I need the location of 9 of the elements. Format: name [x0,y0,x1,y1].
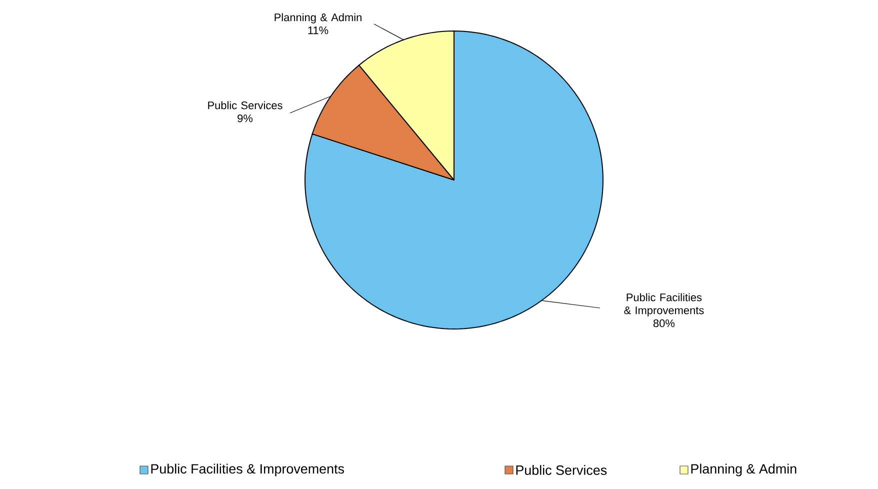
data-label: 9% [238,114,253,122]
data-label: 11% [308,26,328,34]
slice-label: Public Facilities & Improvements [624,293,704,316]
legend-label: Public Facilities & Improvements [151,464,344,476]
legend-label: Public Services [516,465,607,475]
slice-label: Planning & Admin [274,13,362,24]
legend-label: Planning & Admin [691,464,796,476]
data-label: 80% [653,319,675,328]
slice-label: Public Services [208,101,282,110]
